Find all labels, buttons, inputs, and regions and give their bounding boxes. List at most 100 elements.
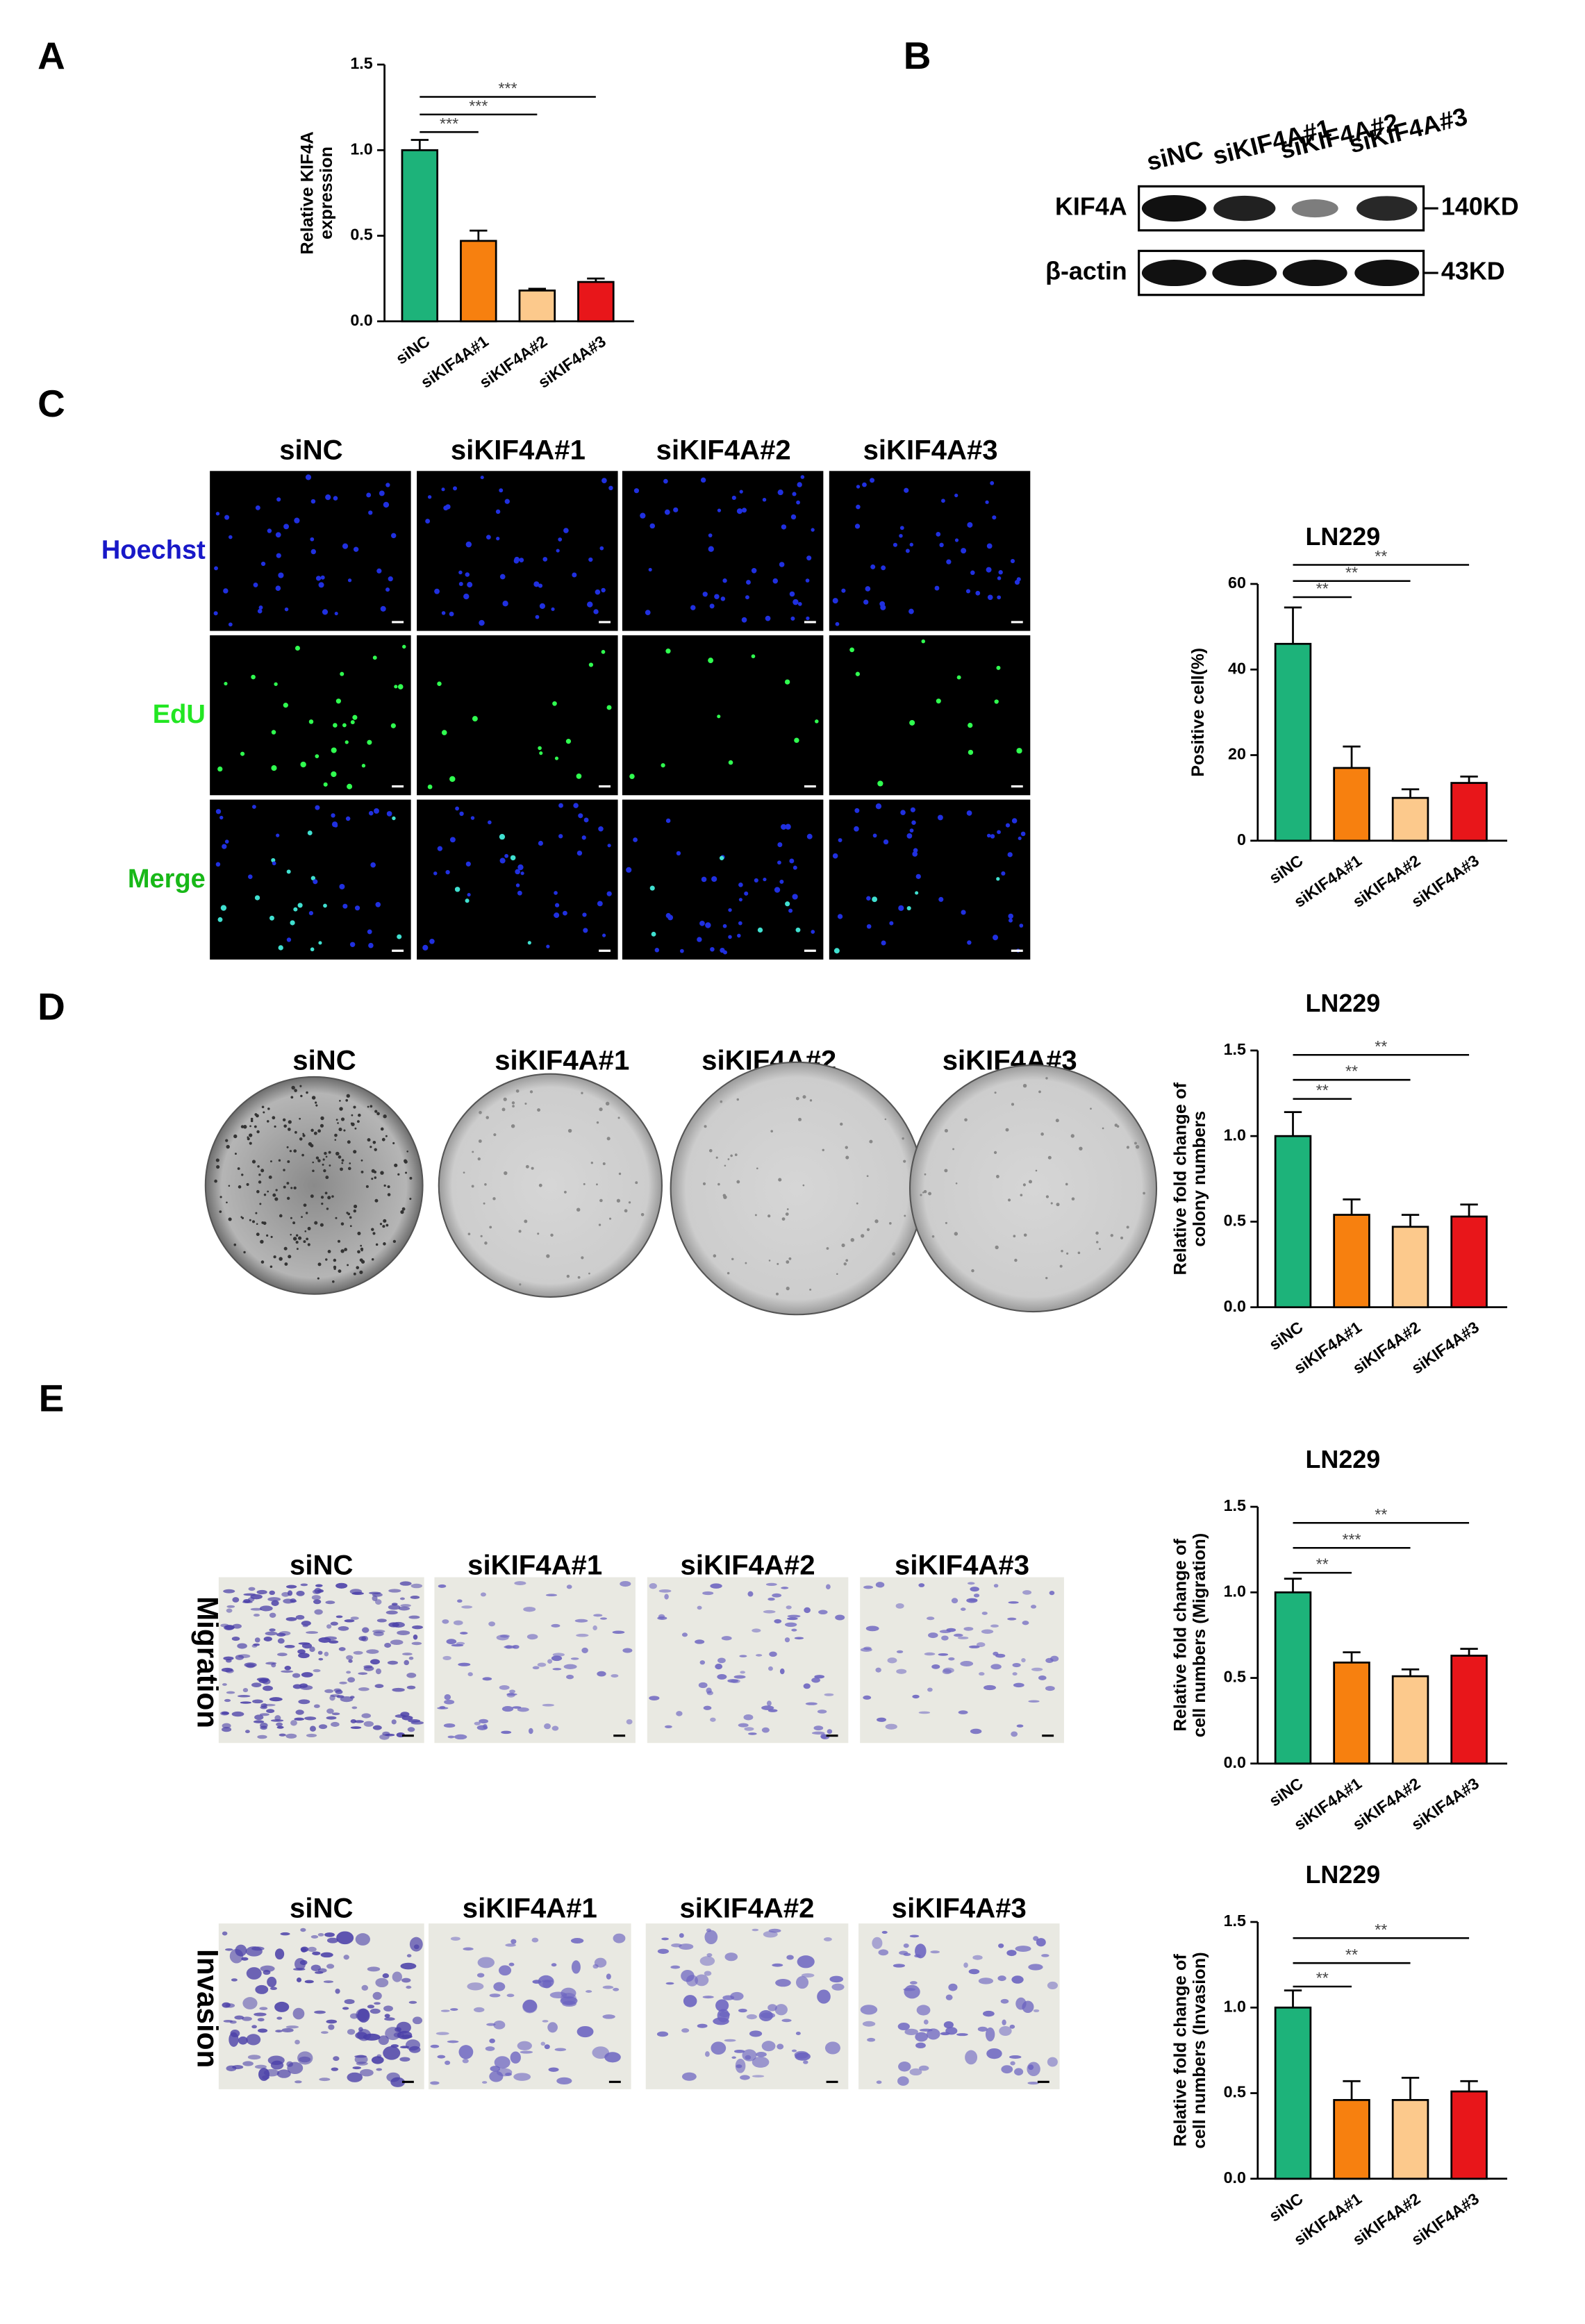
cell xyxy=(385,587,390,592)
colony xyxy=(372,1232,376,1235)
cell xyxy=(317,1650,323,1655)
colony xyxy=(531,1167,534,1170)
colony xyxy=(489,1226,492,1229)
colony xyxy=(240,1125,244,1128)
significance-label: ** xyxy=(1316,580,1329,598)
cell xyxy=(899,526,904,530)
cell xyxy=(544,2044,550,2050)
colony xyxy=(317,1129,322,1133)
cell xyxy=(232,1597,240,1603)
colony xyxy=(288,1120,292,1124)
cell xyxy=(512,1706,522,1709)
cell xyxy=(841,588,846,593)
panel-label: A xyxy=(38,34,65,77)
cell xyxy=(379,1734,390,1740)
colony xyxy=(345,1098,349,1102)
cell xyxy=(927,2028,940,2040)
colony xyxy=(292,1221,296,1225)
colony xyxy=(770,1130,773,1132)
cell xyxy=(676,1711,683,1716)
cell xyxy=(380,605,386,612)
cell xyxy=(686,1975,698,1987)
cell xyxy=(797,602,802,606)
colony xyxy=(736,1098,739,1101)
cell xyxy=(223,588,229,594)
cell xyxy=(297,2051,313,2065)
cell xyxy=(883,839,889,845)
colony xyxy=(337,1239,341,1243)
cell xyxy=(835,621,840,626)
micrograph xyxy=(210,471,411,631)
cell xyxy=(936,531,941,537)
cell xyxy=(1045,1686,1055,1691)
cell xyxy=(391,1719,397,1725)
micrograph xyxy=(434,1577,636,1744)
cell xyxy=(658,1614,665,1619)
colony xyxy=(347,1212,351,1216)
cell xyxy=(251,1644,258,1648)
cell xyxy=(342,543,349,549)
cell xyxy=(1016,748,1022,754)
colony xyxy=(376,1112,380,1116)
cell xyxy=(402,1653,413,1656)
cell xyxy=(766,1700,772,1707)
cell xyxy=(601,650,606,654)
cell xyxy=(237,1643,247,1649)
cell xyxy=(254,2012,267,2016)
bar xyxy=(1450,1215,1488,1309)
colony xyxy=(736,1180,740,1184)
cell xyxy=(384,2017,395,2021)
cell xyxy=(504,499,510,504)
cell xyxy=(724,1953,738,1962)
significance-label: ** xyxy=(1375,1505,1387,1523)
cell xyxy=(367,1966,381,1972)
cell xyxy=(990,1664,1002,1670)
cell xyxy=(817,1989,831,2004)
cell xyxy=(279,1733,286,1737)
cell xyxy=(992,515,997,520)
cell xyxy=(998,1943,1004,1948)
cell xyxy=(333,723,338,728)
cell xyxy=(370,1659,380,1665)
cell xyxy=(299,1683,308,1689)
bar xyxy=(1333,767,1370,842)
cell xyxy=(679,1943,694,1950)
cell xyxy=(986,543,993,549)
cell xyxy=(344,1999,355,2005)
colony xyxy=(567,1128,572,1133)
cell xyxy=(472,716,478,722)
cell xyxy=(495,509,501,515)
cell xyxy=(509,1689,515,1694)
colony xyxy=(1134,1142,1137,1145)
cell xyxy=(820,1733,827,1739)
colony xyxy=(590,1162,593,1164)
cell xyxy=(447,1735,455,1739)
colony xyxy=(385,1135,388,1137)
cell xyxy=(367,739,372,745)
cell xyxy=(706,1953,713,1957)
colony xyxy=(279,1214,283,1218)
cell xyxy=(831,1983,845,1991)
colony xyxy=(1040,1132,1044,1136)
cell xyxy=(313,1704,320,1708)
cell xyxy=(651,931,656,937)
cell xyxy=(488,820,492,825)
cell xyxy=(221,1667,233,1673)
cell xyxy=(382,1973,390,1978)
cell xyxy=(927,1687,933,1692)
cell xyxy=(973,1594,980,1598)
cell xyxy=(781,1587,789,1589)
cell xyxy=(285,1585,297,1589)
cell xyxy=(1007,1617,1017,1621)
colony xyxy=(1038,1090,1041,1094)
cell xyxy=(363,1666,374,1671)
cell xyxy=(881,940,886,946)
cell xyxy=(310,499,316,504)
colony xyxy=(850,1238,854,1242)
colony xyxy=(576,1207,581,1212)
cell xyxy=(247,1597,255,1602)
cell xyxy=(532,1980,542,1984)
cell xyxy=(449,611,454,617)
cell xyxy=(854,826,859,832)
cell xyxy=(276,833,280,837)
